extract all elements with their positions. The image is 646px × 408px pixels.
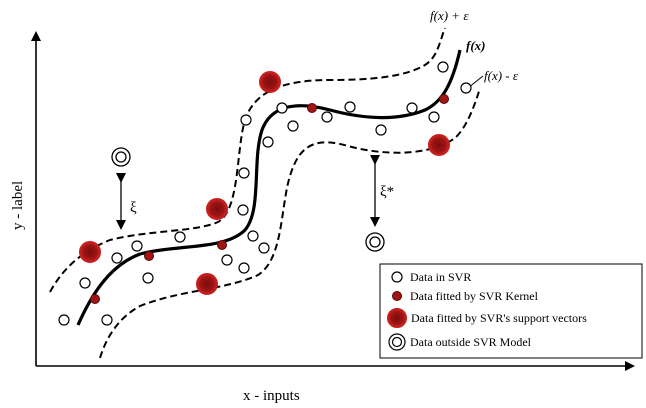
support-vector (196, 273, 218, 295)
data-point (238, 262, 250, 274)
kernel-point (439, 94, 449, 104)
data-point (321, 111, 333, 123)
lower-epsilon-curve (99, 87, 481, 359)
data-point (101, 314, 113, 326)
data-point (238, 167, 250, 179)
data-point (58, 314, 70, 326)
data-point (287, 120, 299, 132)
kernel-point (144, 251, 154, 261)
kernel-point (90, 294, 100, 304)
legend-marker-hollow (391, 271, 403, 283)
data-point (174, 231, 186, 243)
data-point (237, 204, 249, 216)
data-point (131, 240, 143, 252)
data-point (276, 102, 288, 114)
legend-marker-kernel (392, 291, 402, 301)
lower-curve-label: f(x) - ε (484, 68, 519, 83)
legend-box (379, 263, 643, 359)
data-point (262, 136, 274, 148)
y-axis-label: y - label (10, 181, 26, 230)
data-point (437, 61, 449, 73)
support-vectors (79, 71, 450, 295)
data-point (258, 242, 270, 254)
legend-marker-support-vector (387, 308, 407, 328)
data-point (247, 230, 259, 242)
outlier-upper (111, 147, 131, 167)
kernel-points (90, 94, 449, 304)
data-point (111, 252, 123, 264)
legend-label-support-vectors: Data fitted by SVR's support vectors (411, 311, 587, 325)
data-point (344, 101, 356, 113)
support-vector (79, 241, 101, 263)
data-point (142, 272, 154, 284)
data-point (79, 277, 91, 289)
outlier-lower (365, 232, 385, 252)
support-vector (259, 71, 281, 93)
data-point (375, 124, 387, 136)
hollow-points (58, 61, 472, 326)
upper-epsilon-curve (49, 27, 446, 293)
data-point (428, 111, 440, 123)
legend-marker-outlier-inner (391, 336, 403, 348)
legend: Data in SVR Data fitted by SVR Kernel Da… (379, 263, 643, 359)
support-vector (428, 134, 450, 156)
x-axis-label: x - inputs (243, 388, 300, 404)
upper-curve-label: f(x) + ε (430, 8, 469, 23)
support-vector (206, 198, 228, 220)
data-point (406, 102, 418, 114)
data-point (460, 82, 472, 94)
legend-label-data-in-svr: Data in SVR (410, 270, 471, 284)
legend-label-outside: Data outside SVR Model (410, 335, 532, 349)
center-curve-label: f(x) (466, 38, 486, 53)
kernel-point (307, 103, 317, 113)
kernel-point (217, 240, 227, 250)
legend-label-kernel: Data fitted by SVR Kernel (410, 289, 539, 303)
xi-star-label: ξ* (380, 184, 394, 200)
data-point (240, 114, 252, 126)
regression-curve (76, 49, 462, 326)
data-point (221, 254, 233, 266)
xi-label: ξ (130, 200, 137, 216)
